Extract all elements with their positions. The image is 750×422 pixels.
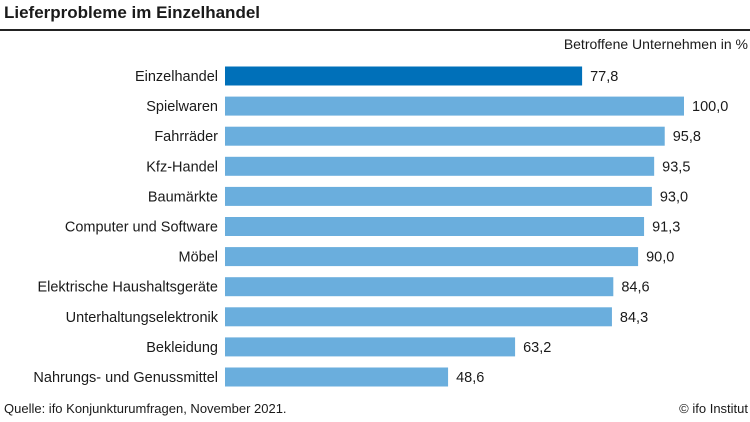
copyright-note: © ifo Institut: [679, 401, 748, 416]
value-label: 91,3: [652, 220, 680, 236]
value-label: 77,8: [590, 69, 618, 85]
source-note: Quelle: ifo Konjunkturumfragen, November…: [4, 401, 287, 416]
value-label: 84,3: [620, 310, 648, 326]
category-label: Kfz-Handel: [146, 159, 218, 175]
bar: [225, 66, 583, 86]
chart-title: Lieferprobleme im Einzelhandel: [4, 3, 261, 22]
category-label: Unterhaltungselektronik: [66, 310, 219, 326]
value-label: 93,0: [660, 189, 688, 205]
category-label: Baumärkte: [148, 189, 218, 205]
bar: [225, 247, 639, 267]
bar: [225, 126, 665, 146]
category-label: Bekleidung: [146, 340, 218, 356]
value-label: 84,6: [621, 280, 649, 296]
bar: [225, 96, 684, 116]
category-label: Fahrräder: [154, 129, 218, 145]
value-label: 95,8: [673, 129, 701, 145]
bar: [225, 367, 449, 387]
value-label: 100,0: [692, 99, 728, 115]
bar: [225, 217, 645, 236]
bar: [225, 186, 652, 206]
category-label: Einzelhandel: [135, 69, 218, 85]
unit-label: Betroffene Unternehmen in %: [563, 36, 748, 52]
value-label: 93,5: [662, 159, 690, 175]
category-label: Computer und Software: [65, 220, 218, 236]
value-label: 63,2: [523, 340, 551, 356]
bar: [225, 156, 655, 176]
bar: [225, 337, 516, 357]
value-label: 90,0: [646, 250, 674, 266]
value-label: 48,6: [456, 370, 484, 386]
bar: [225, 277, 614, 297]
bar: [225, 307, 612, 327]
category-label: Elektrische Haushaltsgeräte: [37, 280, 218, 296]
category-label: Möbel: [179, 250, 219, 266]
title-divider: [0, 29, 750, 31]
category-label: Spielwaren: [146, 99, 218, 115]
category-label: Nahrungs- und Genussmittel: [33, 370, 218, 386]
